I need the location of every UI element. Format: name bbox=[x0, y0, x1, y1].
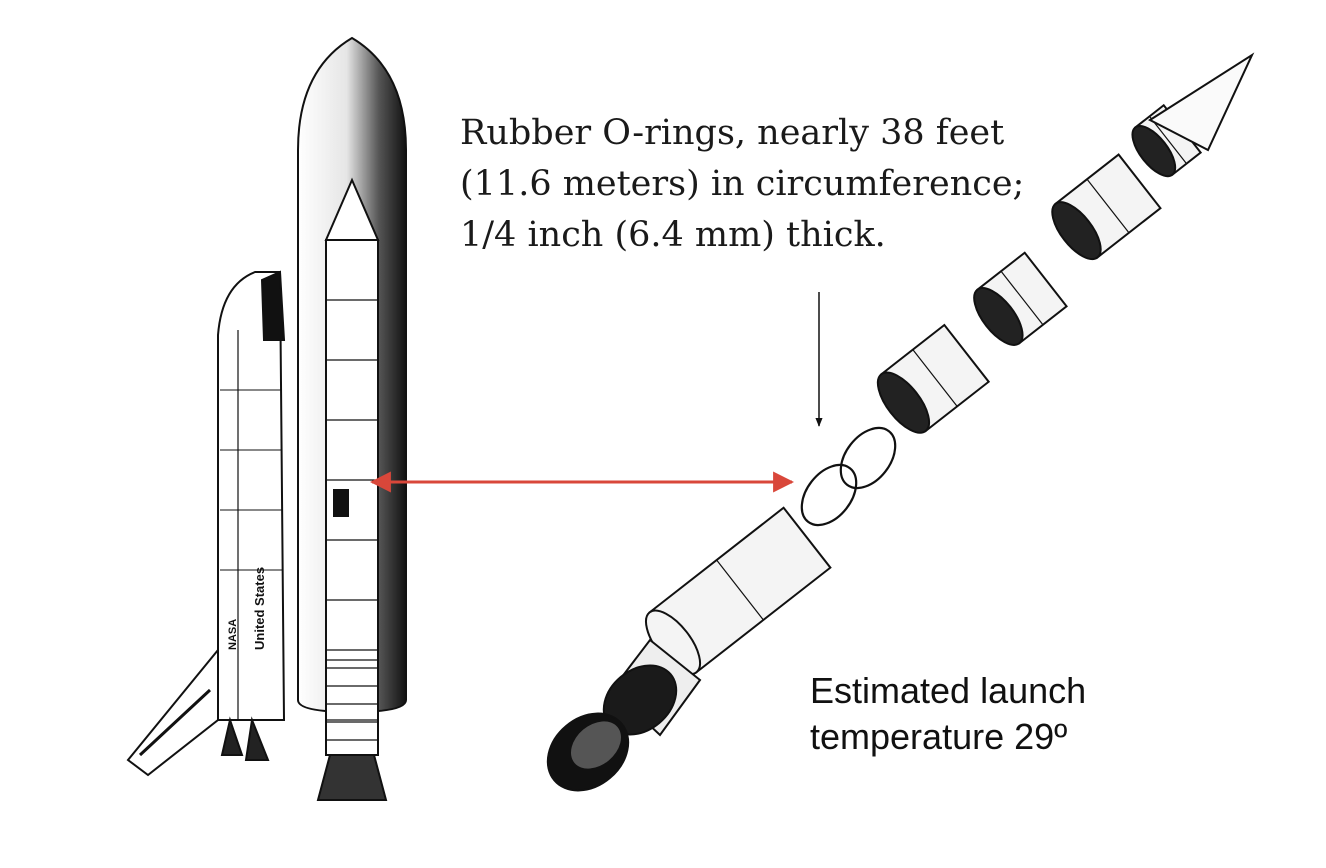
booster-nozzle bbox=[546, 638, 702, 792]
booster-segment bbox=[973, 251, 1068, 346]
caption-line: 1/4 inch (6.4 mm) thick. bbox=[460, 215, 886, 255]
exploded-booster bbox=[546, 52, 1255, 792]
temperature-line: temperature 29º bbox=[810, 716, 1068, 757]
temperature-line: Estimated launch bbox=[810, 670, 1087, 711]
solid-rocket-booster bbox=[316, 177, 388, 801]
booster-segment bbox=[1051, 153, 1162, 261]
o-ring bbox=[800, 463, 858, 527]
launch-temperature-note: Estimated launch temperature 29º bbox=[810, 668, 1210, 760]
caption-line: (11.6 meters) in circumference; bbox=[460, 164, 1025, 204]
booster-segment bbox=[645, 506, 832, 676]
caption-line: Rubber O-rings, nearly 38 feet bbox=[460, 113, 1005, 153]
booster-segment bbox=[876, 323, 991, 434]
orbiter-label: United States bbox=[252, 567, 267, 650]
booster-nose-cone bbox=[1147, 52, 1255, 152]
o-ring bbox=[839, 426, 897, 490]
orbiter-wing bbox=[126, 647, 219, 777]
orbiter bbox=[126, 270, 286, 777]
orbiter-mark: NASA bbox=[227, 619, 239, 650]
o-ring-caption: Rubber O-rings, nearly 38 feet (11.6 met… bbox=[460, 108, 1025, 261]
